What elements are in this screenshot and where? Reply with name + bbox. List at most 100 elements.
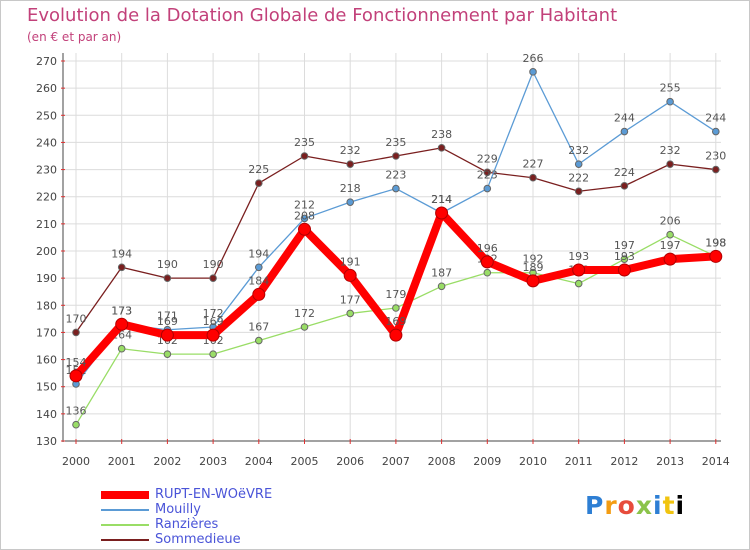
x-tick-label: 2010 <box>519 455 547 468</box>
legend-swatch-ranzieres <box>101 523 149 526</box>
y-tick-label: 200 <box>36 245 57 258</box>
chart-title: Evolution de la Dotation Globale de Fonc… <box>27 5 618 26</box>
data-point-rupt-en-wo-vre <box>663 252 677 266</box>
y-tick-label: 250 <box>36 109 57 122</box>
data-point-ranzi-res <box>72 420 80 429</box>
data-label-sommedieue: 194 <box>111 247 132 260</box>
x-tick-label: 2012 <box>610 455 638 468</box>
data-point-mouilly <box>574 160 583 168</box>
legend-swatch-mouilly <box>101 508 149 511</box>
x-tick-label: 2014 <box>702 455 730 468</box>
data-label-rupt-en-wo-vre: 214 <box>431 193 452 206</box>
plot-area <box>63 53 721 441</box>
data-label-rupt-en-wo-vre: 184 <box>248 274 269 287</box>
chart-subtitle: (en € et par an) <box>27 30 122 44</box>
data-point-ranzi-res <box>666 230 674 239</box>
data-label-ranzi-res: 177 <box>340 293 361 306</box>
data-point-rupt-en-wo-vre <box>298 222 311 236</box>
data-label-sommedieue: 235 <box>294 136 315 149</box>
data-label-rupt-en-wo-vre: 154 <box>66 356 87 369</box>
data-point-ranzi-res <box>300 323 309 331</box>
legend-label-rupt: RUPT-EN-WOëVRE <box>155 487 273 502</box>
data-label-rupt-en-wo-vre: 208 <box>294 209 315 222</box>
data-point-rupt-en-wo-vre <box>160 328 174 342</box>
data-label-mouilly: 194 <box>248 247 269 260</box>
legend-label-ranzieres: Ranzières <box>155 517 219 532</box>
data-point-rupt-en-wo-vre <box>709 249 723 263</box>
data-point-mouilly <box>483 184 492 193</box>
data-point-mouilly <box>346 198 355 206</box>
data-point-sommedieue <box>209 274 217 282</box>
data-label-rupt-en-wo-vre: 191 <box>340 255 361 268</box>
y-tick-label: 270 <box>36 55 57 68</box>
x-tick-label: 2000 <box>62 455 90 468</box>
y-tick-label: 170 <box>36 326 57 339</box>
data-label-mouilly: 232 <box>568 144 589 157</box>
x-tick-label: 2007 <box>382 455 410 468</box>
data-point-sommedieue <box>574 187 583 196</box>
x-tick-label: 2005 <box>291 455 319 468</box>
data-label-rupt-en-wo-vre: 196 <box>477 242 498 255</box>
proxiti-logo: Proxiti <box>585 491 686 520</box>
legend-item-ranzieres: Ranzières <box>101 517 272 532</box>
data-point-mouilly <box>529 68 537 76</box>
y-tick-label: 260 <box>36 82 57 95</box>
data-point-ranzi-res <box>346 309 355 318</box>
y-tick-label: 140 <box>36 408 57 421</box>
data-label-rupt-en-wo-vre: 198 <box>705 236 726 249</box>
data-point-ranzi-res <box>620 255 629 263</box>
legend-item-rupt: RUPT-EN-WOëVRE <box>101 487 272 502</box>
data-label-ranzi-res: 206 <box>660 215 681 228</box>
data-label-ranzi-res: 172 <box>294 307 315 320</box>
data-point-sommedieue <box>346 160 355 168</box>
x-tick-label: 2011 <box>565 455 593 468</box>
data-point-sommedieue <box>483 168 492 177</box>
data-label-mouilly: 223 <box>477 169 498 182</box>
y-tick-label: 230 <box>36 164 57 177</box>
data-label-ranzi-res: 192 <box>523 253 544 266</box>
data-point-ranzi-res <box>254 336 263 345</box>
data-label-sommedieue: 235 <box>385 136 406 149</box>
data-label-sommedieue: 170 <box>66 312 87 325</box>
y-tick-label: 150 <box>36 381 57 394</box>
chart-legend: RUPT-EN-WOëVRE Mouilly Ranzières Sommedi… <box>101 487 272 547</box>
data-point-sommedieue <box>666 160 674 168</box>
data-label-sommedieue: 224 <box>614 166 635 179</box>
data-point-ranzi-res <box>163 350 172 358</box>
data-point-sommedieue <box>529 173 537 182</box>
data-point-sommedieue <box>392 152 400 160</box>
data-point-ranzi-res <box>483 268 492 277</box>
data-label-ranzi-res: 167 <box>248 321 269 334</box>
data-point-rupt-en-wo-vre <box>115 317 129 331</box>
data-point-rupt-en-wo-vre <box>206 328 220 342</box>
data-label-mouilly: 172 <box>203 307 224 320</box>
data-label-rupt-en-wo-vre: 193 <box>614 250 635 263</box>
data-label-mouilly: 244 <box>614 112 635 125</box>
data-point-sommedieue <box>117 263 126 272</box>
data-point-sommedieue <box>72 328 80 337</box>
legend-swatch-rupt <box>101 490 149 499</box>
data-label-rupt-en-wo-vre: 197 <box>660 239 681 252</box>
data-point-sommedieue <box>437 144 446 152</box>
data-label-mouilly: 266 <box>523 52 544 65</box>
x-tick-label: 2001 <box>108 455 136 468</box>
data-label-sommedieue: 227 <box>523 158 544 171</box>
data-label-rupt-en-wo-vre: 169 <box>385 315 406 328</box>
data-label-sommedieue: 238 <box>431 128 452 141</box>
data-label-rupt-en-wo-vre: 173 <box>111 304 132 317</box>
data-label-mouilly: 173 <box>111 304 132 317</box>
data-label-ranzi-res: 198 <box>705 236 726 249</box>
x-tick-label: 2003 <box>199 455 227 468</box>
data-label-ranzi-res: 197 <box>614 239 635 252</box>
data-label-rupt-en-wo-vre: 169 <box>203 315 224 328</box>
data-label-rupt-en-wo-vre: 189 <box>523 261 544 274</box>
y-tick-label: 240 <box>36 136 57 149</box>
data-point-rupt-en-wo-vre <box>69 369 83 383</box>
data-point-sommedieue <box>300 152 309 160</box>
data-point-mouilly <box>620 127 629 136</box>
data-label-ranzi-res: 179 <box>385 288 406 301</box>
data-label-mouilly: 214 <box>431 193 452 206</box>
data-point-ranzi-res <box>209 350 217 358</box>
data-label-mouilly: 171 <box>157 310 178 323</box>
